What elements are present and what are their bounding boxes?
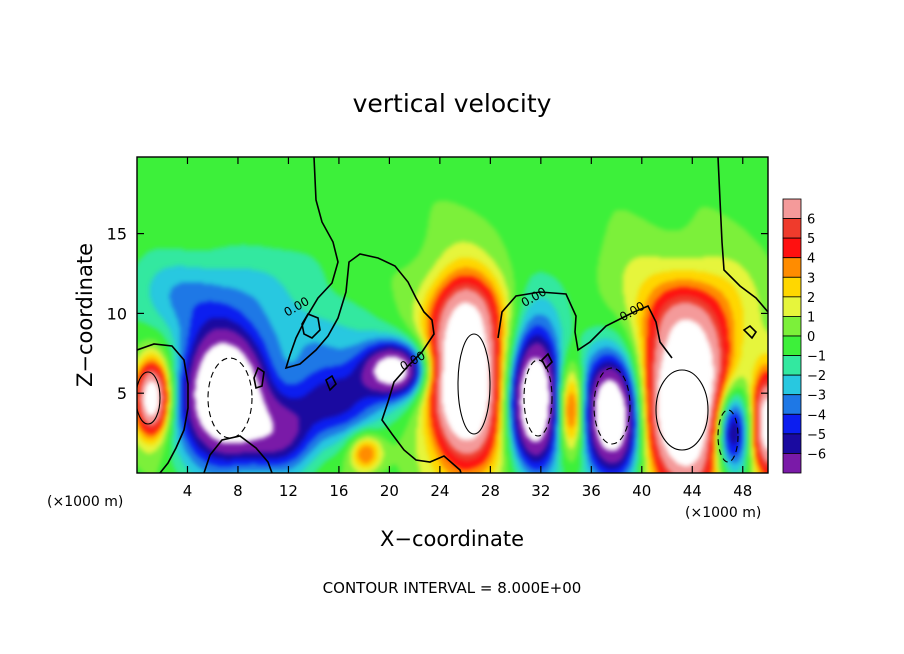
x-unit-right: (×1000 m) bbox=[685, 505, 761, 521]
colorbar-swatch bbox=[782, 237, 802, 259]
x-axis-label: X−coordinate bbox=[380, 527, 524, 551]
colorbar-label: 2 bbox=[807, 291, 815, 306]
zero-contour-island-5 bbox=[742, 324, 758, 340]
x-tick-label: 20 bbox=[380, 482, 399, 500]
colorbar-swatch bbox=[782, 296, 802, 317]
x-tick-label: 28 bbox=[481, 482, 500, 500]
colorbar-label: 4 bbox=[807, 252, 815, 267]
zero-contour-island-3 bbox=[253, 366, 265, 390]
contour-negative-cell-47 bbox=[717, 409, 739, 463]
heatmap-field bbox=[137, 157, 768, 473]
closed-contours bbox=[137, 333, 739, 463]
heatmap-image bbox=[137, 157, 768, 473]
contour-positive-center-cell bbox=[457, 333, 491, 435]
colorbar-swatch bbox=[782, 374, 802, 396]
contour-negative-cell-32 bbox=[523, 359, 553, 437]
plot-frame bbox=[136, 156, 769, 474]
x-tick-label: 32 bbox=[531, 482, 550, 500]
colorbar-label: 6 bbox=[807, 213, 815, 228]
colorbar-swatch bbox=[782, 198, 802, 219]
x-tick-label: 12 bbox=[279, 482, 298, 500]
y-axis-label: Z−coordinate bbox=[73, 243, 97, 387]
colorbar-label: −2 bbox=[807, 369, 826, 384]
colorbar-swatch bbox=[782, 218, 802, 239]
x-tick-label: 8 bbox=[233, 482, 243, 500]
colorbar-swatch bbox=[782, 257, 802, 278]
colorbar-label: −1 bbox=[807, 350, 826, 365]
colorbar-swatch bbox=[782, 413, 802, 435]
colorbar-label: −6 bbox=[807, 447, 826, 462]
colorbar-label: −5 bbox=[807, 428, 826, 443]
colorbar-swatch bbox=[782, 433, 802, 454]
zero-contour-island-2 bbox=[325, 374, 337, 392]
zero-contour-island-4 bbox=[541, 352, 553, 370]
colorbar-swatch bbox=[782, 335, 802, 356]
x-tick-label: 44 bbox=[683, 482, 702, 500]
zero-contour-island-1 bbox=[301, 313, 321, 339]
y-tick-label: 15 bbox=[107, 225, 127, 244]
colorbar-swatch bbox=[782, 394, 802, 415]
colorbar-label: 3 bbox=[807, 271, 815, 286]
colorbar: 6 5 4 3 2 1 0 −1 −2 −3 −4 −5 −6 bbox=[782, 198, 826, 474]
contour-negative-cell-37 bbox=[593, 367, 631, 445]
colorbar-swatch bbox=[782, 453, 802, 474]
contour-positive-left-cell bbox=[137, 371, 161, 425]
y-axis: 5 10 15 bbox=[107, 225, 768, 403]
colorbar-label: 0 bbox=[807, 330, 815, 345]
colorbar-swatch bbox=[782, 316, 802, 337]
contour-lines bbox=[137, 157, 768, 473]
chart-title: vertical velocity bbox=[353, 89, 552, 118]
x-unit-left: (×1000 m) bbox=[47, 494, 123, 510]
x-tick-label: 48 bbox=[733, 482, 752, 500]
colorbar-swatch bbox=[782, 355, 802, 376]
contour-positive-right-cell bbox=[655, 369, 709, 451]
zero-contour-lowleft bbox=[203, 435, 273, 473]
zero-contour-mid bbox=[497, 291, 673, 359]
contour-interval-footer: CONTOUR INTERVAL = 8.000E+00 bbox=[323, 579, 582, 597]
zero-contour-right bbox=[717, 157, 768, 313]
y-tick-label: 10 bbox=[107, 304, 127, 323]
x-tick-label: 24 bbox=[430, 482, 449, 500]
x-tick-label: 36 bbox=[582, 482, 601, 500]
x-axis: 4 8 12 16 20 24 28 32 36 40 44 48 bbox=[183, 157, 752, 500]
colorbar-swatch bbox=[782, 276, 802, 298]
colorbar-label: −3 bbox=[807, 389, 826, 404]
y-tick-label: 5 bbox=[117, 384, 127, 403]
x-tick-label: 4 bbox=[183, 482, 193, 500]
x-tick-label: 16 bbox=[329, 482, 348, 500]
x-tick-label: 40 bbox=[632, 482, 651, 500]
colorbar-label: 1 bbox=[807, 310, 815, 325]
colorbar-label: −4 bbox=[807, 408, 826, 423]
zero-contour-main bbox=[284, 157, 462, 473]
contour-negative-left-cell bbox=[207, 357, 253, 439]
zero-contour-left bbox=[137, 343, 189, 473]
colorbar-label: 5 bbox=[807, 232, 815, 247]
